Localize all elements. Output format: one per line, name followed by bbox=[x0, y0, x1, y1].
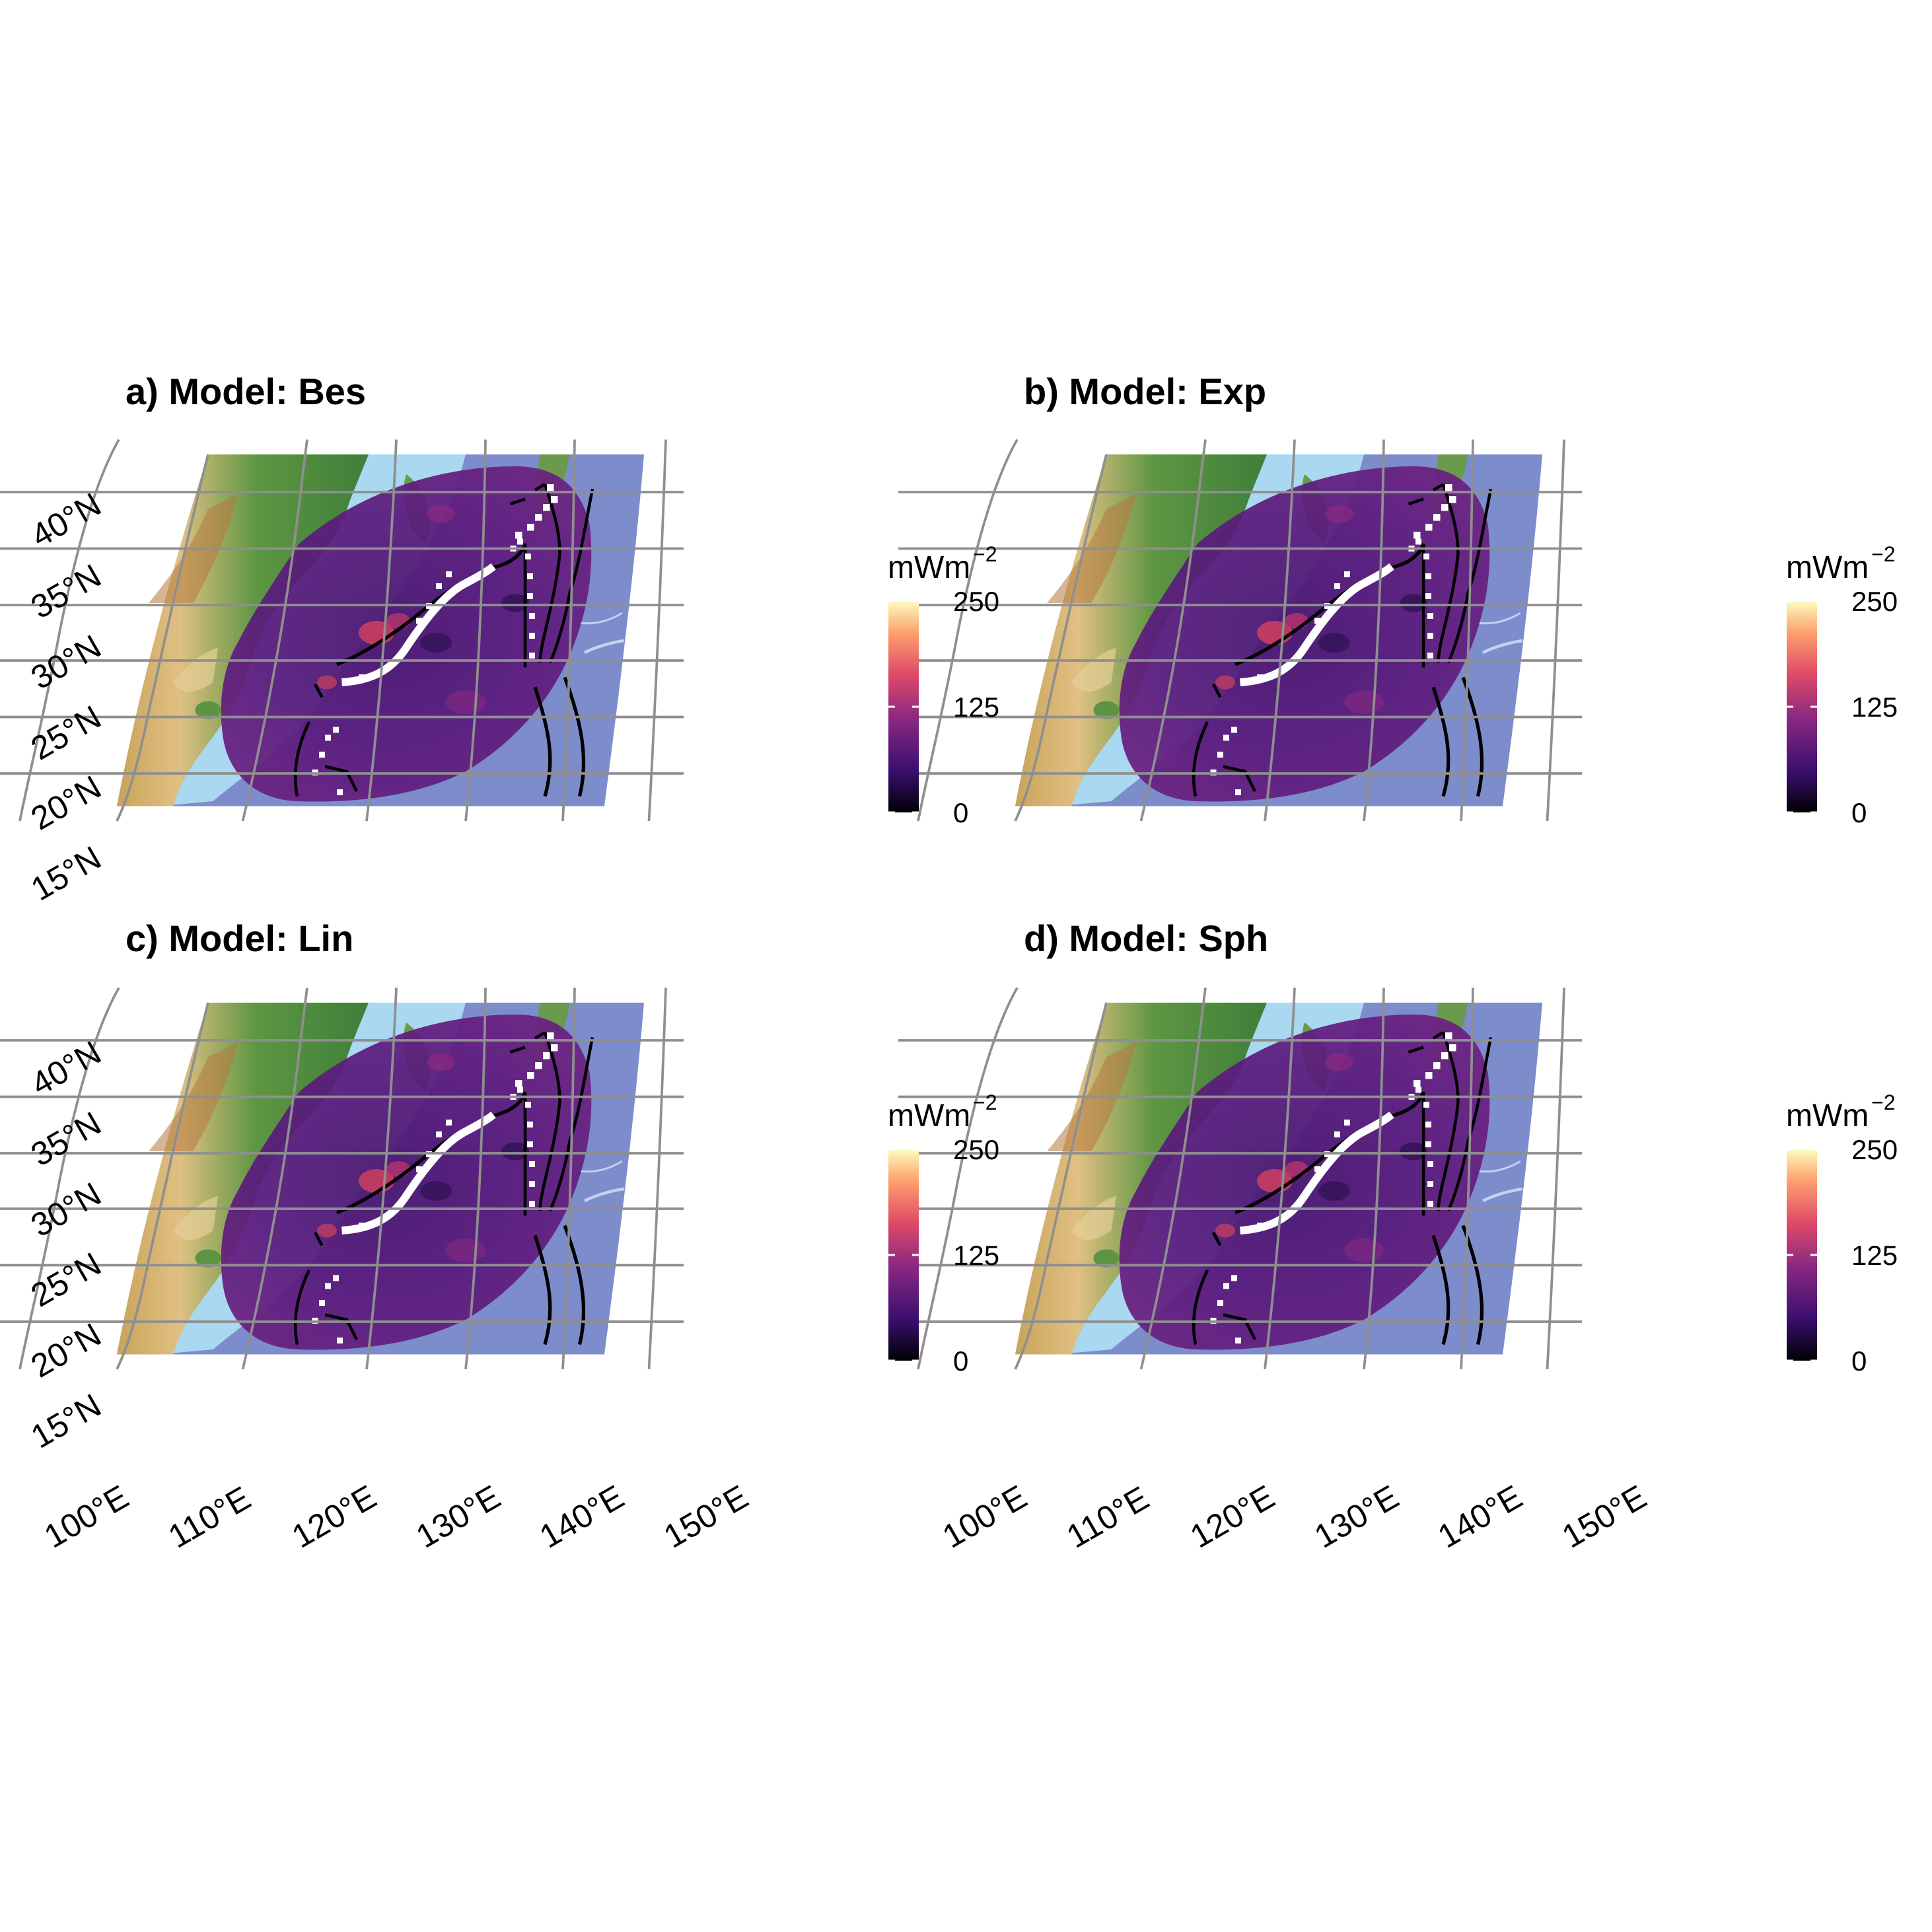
legend-tick-label-c-2: 0 bbox=[953, 1345, 968, 1377]
lat-label-25-top: 25°N bbox=[25, 698, 108, 767]
lat-label-25-bottom: 25°N bbox=[25, 1245, 108, 1314]
legend-unit-exponent-b: −2 bbox=[1871, 542, 1895, 566]
legend-title-c: mWm bbox=[888, 1098, 970, 1133]
panel-b-title: b) Model: Exp bbox=[1024, 371, 1266, 412]
lon-labels-right: 100°E 110°E 120°E 130°E 140°E 150°E bbox=[937, 1478, 1653, 1556]
map-body-b bbox=[898, 440, 1582, 822]
map-panel-d bbox=[898, 988, 1582, 1370]
legend-tick-label-d-2: 0 bbox=[1851, 1345, 1867, 1377]
legend-tick-label-d-1: 125 bbox=[1851, 1240, 1898, 1271]
lon-label-150-left: 150°E bbox=[658, 1478, 754, 1556]
legend-title-b: mWm bbox=[1786, 550, 1869, 585]
legend-tick-label-b-2: 0 bbox=[1851, 797, 1867, 828]
lat-label-15-bottom: 15°N bbox=[25, 1386, 108, 1455]
lat-label-30-top: 30°N bbox=[25, 627, 108, 696]
legend-tick-label-a-0: 250 bbox=[953, 586, 999, 617]
legend-tick-label-c-1: 125 bbox=[953, 1240, 999, 1271]
legend-tick-label-d-0: 250 bbox=[1851, 1134, 1898, 1165]
legend-tick-label-b-1: 125 bbox=[1851, 692, 1898, 723]
legend-unit-exponent-a: −2 bbox=[973, 542, 997, 566]
lon-labels-left: 100°E 110°E 120°E 130°E 140°E 150°E bbox=[38, 1478, 754, 1556]
map-panel-b bbox=[898, 440, 1582, 822]
lon-label-120-left: 120°E bbox=[286, 1478, 382, 1556]
panel-a: a) Model: Bes bbox=[125, 371, 366, 412]
lon-label-120-right: 120°E bbox=[1184, 1478, 1281, 1556]
panel-d-title: d) Model: Sph bbox=[1024, 917, 1268, 959]
map-panel-c bbox=[0, 988, 684, 1370]
legend-tick-label-b-0: 250 bbox=[1851, 586, 1898, 617]
panel-c-title: c) Model: Lin bbox=[125, 917, 353, 959]
legend-c: mWm −2 250 125 0 bbox=[888, 1091, 999, 1377]
lon-label-130-left: 130°E bbox=[410, 1478, 507, 1556]
lat-label-15-top: 15°N bbox=[25, 839, 108, 908]
lon-label-110-left: 110°E bbox=[162, 1479, 257, 1555]
legend-tick-label-a-1: 125 bbox=[953, 692, 999, 723]
map-body-a bbox=[0, 440, 684, 822]
legend-a: mWm −2 250 125 0 bbox=[888, 542, 999, 828]
lon-label-130-right: 130°E bbox=[1308, 1478, 1405, 1556]
lat-label-30-bottom: 30°N bbox=[25, 1175, 108, 1244]
lat-label-35-top: 35°N bbox=[25, 557, 108, 626]
legend-tick-label-c-0: 250 bbox=[953, 1134, 999, 1165]
lon-label-140-left: 140°E bbox=[534, 1478, 630, 1556]
legend-title-d: mWm bbox=[1786, 1098, 1869, 1133]
lon-label-150-right: 150°E bbox=[1556, 1478, 1653, 1556]
lon-label-110-right: 110°E bbox=[1061, 1479, 1155, 1555]
lat-label-20-top: 20°N bbox=[25, 768, 108, 837]
panel-a-title: a) Model: Bes bbox=[125, 371, 366, 412]
lat-label-20-bottom: 20°N bbox=[25, 1316, 108, 1384]
legend-unit-exponent-d: −2 bbox=[1871, 1091, 1895, 1114]
map-body-c bbox=[0, 988, 684, 1370]
legend-unit-exponent-c: −2 bbox=[973, 1091, 997, 1114]
legend-b: mWm −2 250 125 0 bbox=[1786, 542, 1898, 828]
lon-label-100-right: 100°E bbox=[937, 1478, 1033, 1556]
lat-label-35-bottom: 35°N bbox=[25, 1104, 108, 1173]
legend-tick-label-a-2: 0 bbox=[953, 797, 968, 828]
legend-title-a: mWm bbox=[888, 550, 970, 585]
legend-d: mWm −2 250 125 0 bbox=[1786, 1091, 1898, 1377]
lon-label-100-left: 100°E bbox=[38, 1478, 135, 1556]
lon-label-140-right: 140°E bbox=[1432, 1478, 1528, 1556]
map-panel-a bbox=[0, 440, 684, 822]
map-body-d bbox=[898, 988, 1582, 1370]
